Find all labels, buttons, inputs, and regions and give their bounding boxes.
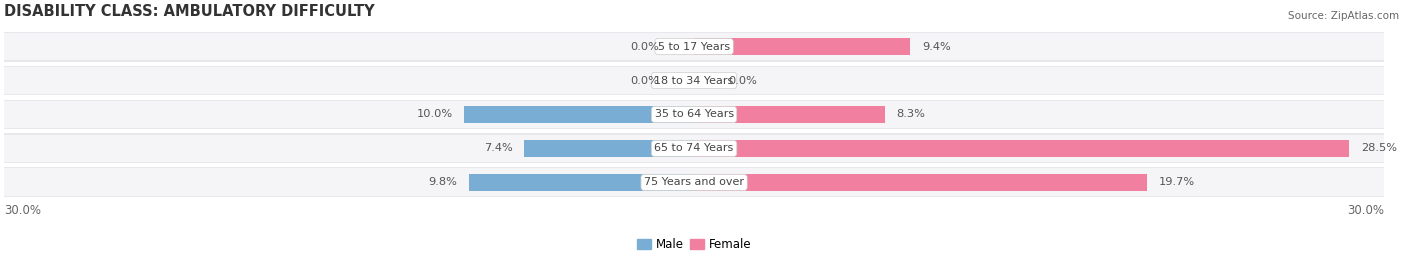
Text: DISABILITY CLASS: AMBULATORY DIFFICULTY: DISABILITY CLASS: AMBULATORY DIFFICULTY [4,4,375,19]
Text: 0.0%: 0.0% [728,76,758,86]
Text: 9.8%: 9.8% [429,177,457,187]
Text: 7.4%: 7.4% [484,143,512,153]
Text: 5 to 17 Years: 5 to 17 Years [658,42,730,52]
Bar [4,134,1384,162]
Text: Source: ZipAtlas.com: Source: ZipAtlas.com [1288,11,1399,21]
Text: 10.0%: 10.0% [416,109,453,119]
Bar [524,140,695,157]
Bar [4,33,1384,61]
Bar [4,167,1384,197]
Text: 8.3%: 8.3% [897,109,925,119]
Bar [4,67,1384,94]
Text: 18 to 34 Years: 18 to 34 Years [654,76,734,86]
Bar [4,168,1384,196]
Legend: Male, Female: Male, Female [633,234,756,256]
Text: 0.0%: 0.0% [631,42,659,52]
Bar [468,174,695,191]
Text: 9.4%: 9.4% [922,42,950,52]
Bar [695,38,910,55]
Text: 30.0%: 30.0% [1347,204,1384,217]
Bar [4,100,1384,129]
Text: 28.5%: 28.5% [1361,143,1398,153]
Bar [4,101,1384,128]
Text: 75 Years and over: 75 Years and over [644,177,744,187]
Bar [695,140,1350,157]
Text: 19.7%: 19.7% [1159,177,1195,187]
Bar [695,106,884,123]
Bar [4,133,1384,163]
Text: 35 to 64 Years: 35 to 64 Years [655,109,734,119]
Bar [4,32,1384,62]
Text: 65 to 74 Years: 65 to 74 Years [654,143,734,153]
Text: 0.0%: 0.0% [631,76,659,86]
Bar [695,174,1147,191]
Bar [464,106,695,123]
Bar [4,66,1384,95]
Text: 30.0%: 30.0% [4,204,41,217]
